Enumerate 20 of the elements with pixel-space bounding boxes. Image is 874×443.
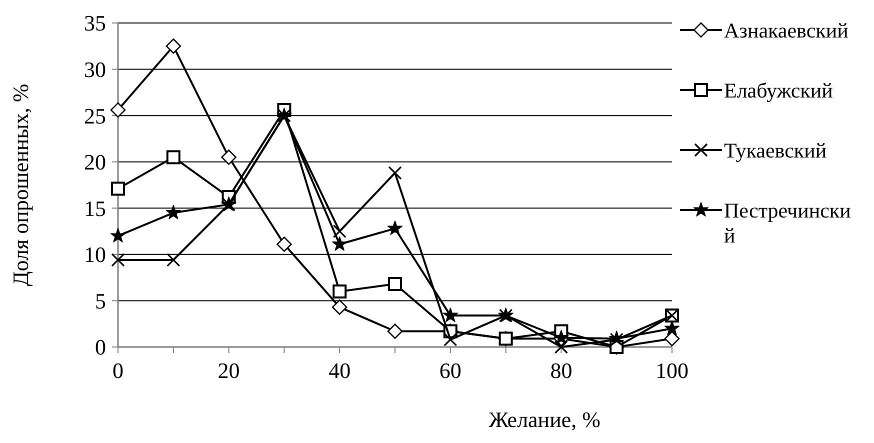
y-tick-label: 5 (95, 288, 106, 314)
legend-label: Азнакаевский (724, 18, 848, 42)
y-tick-label: 25 (84, 103, 106, 128)
legend-label: Пестречинский (724, 198, 851, 248)
y-tick-label: 0 (95, 334, 106, 360)
y-tick-label: 10 (84, 242, 106, 268)
legend-label: Тукаевский (724, 138, 827, 162)
x-tick-label: 0 (112, 358, 124, 383)
x-tick-label: 40 (328, 358, 351, 383)
y-axis-title: Доля опрошенных, % (8, 84, 33, 286)
y-tick-label: 20 (84, 150, 106, 175)
x-tick-label: 100 (656, 358, 688, 383)
y-tick-label: 30 (84, 56, 106, 82)
legend-label: Елабужский (724, 78, 833, 102)
x-tick-label: 20 (218, 358, 240, 383)
y-tick-label: 35 (84, 10, 106, 36)
x-tick-label: 80 (550, 358, 572, 383)
x-tick-label: 60 (439, 358, 462, 383)
y-tick-label: 15 (84, 196, 106, 221)
x-axis-title: Желание, % (488, 407, 600, 432)
